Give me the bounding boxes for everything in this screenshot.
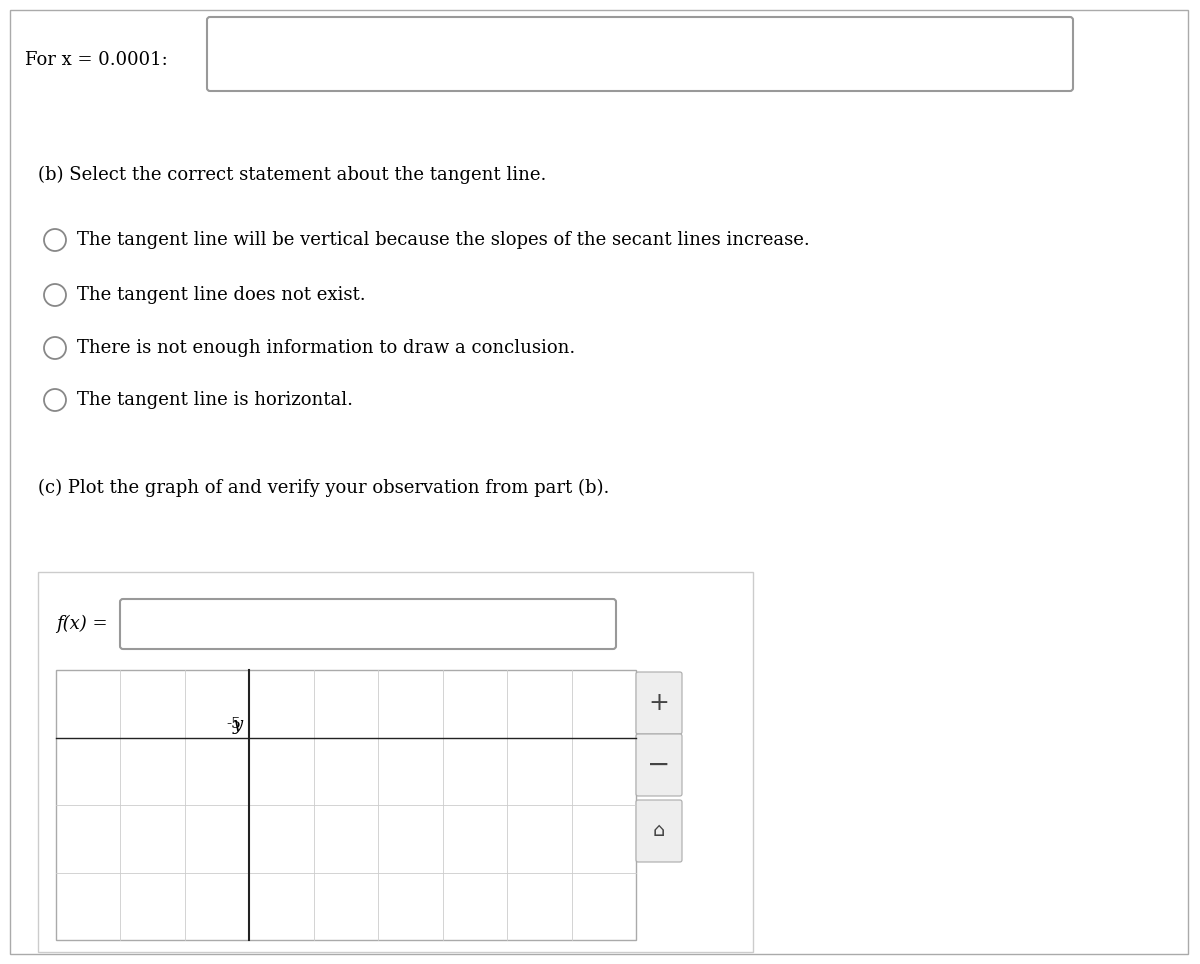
FancyBboxPatch shape	[120, 599, 616, 649]
Circle shape	[44, 284, 66, 306]
Text: The tangent line is horizontal.: The tangent line is horizontal.	[77, 391, 353, 409]
Text: (b) Select the correct statement about the tangent line.: (b) Select the correct statement about t…	[38, 166, 546, 184]
FancyBboxPatch shape	[56, 670, 636, 940]
Text: f(x) =: f(x) =	[56, 615, 108, 633]
Text: ⌂: ⌂	[653, 821, 665, 841]
Text: y: y	[233, 716, 242, 734]
FancyBboxPatch shape	[636, 800, 682, 862]
FancyBboxPatch shape	[636, 734, 682, 796]
Circle shape	[44, 389, 66, 411]
FancyBboxPatch shape	[636, 672, 682, 734]
Text: -5: -5	[227, 717, 241, 732]
Circle shape	[44, 229, 66, 251]
FancyBboxPatch shape	[10, 10, 1188, 954]
Text: For x = 0.0001:: For x = 0.0001:	[25, 51, 168, 69]
Text: The tangent line will be vertical because the slopes of the secant lines increas: The tangent line will be vertical becaus…	[77, 231, 810, 249]
Text: The tangent line does not exist.: The tangent line does not exist.	[77, 286, 366, 304]
Text: +: +	[648, 691, 670, 715]
FancyBboxPatch shape	[208, 17, 1073, 91]
Text: −: −	[647, 751, 671, 779]
Text: (c) Plot the graph of and verify your observation from part (b).: (c) Plot the graph of and verify your ob…	[38, 479, 610, 497]
Circle shape	[44, 337, 66, 359]
Text: There is not enough information to draw a conclusion.: There is not enough information to draw …	[77, 339, 575, 357]
FancyBboxPatch shape	[38, 572, 754, 952]
